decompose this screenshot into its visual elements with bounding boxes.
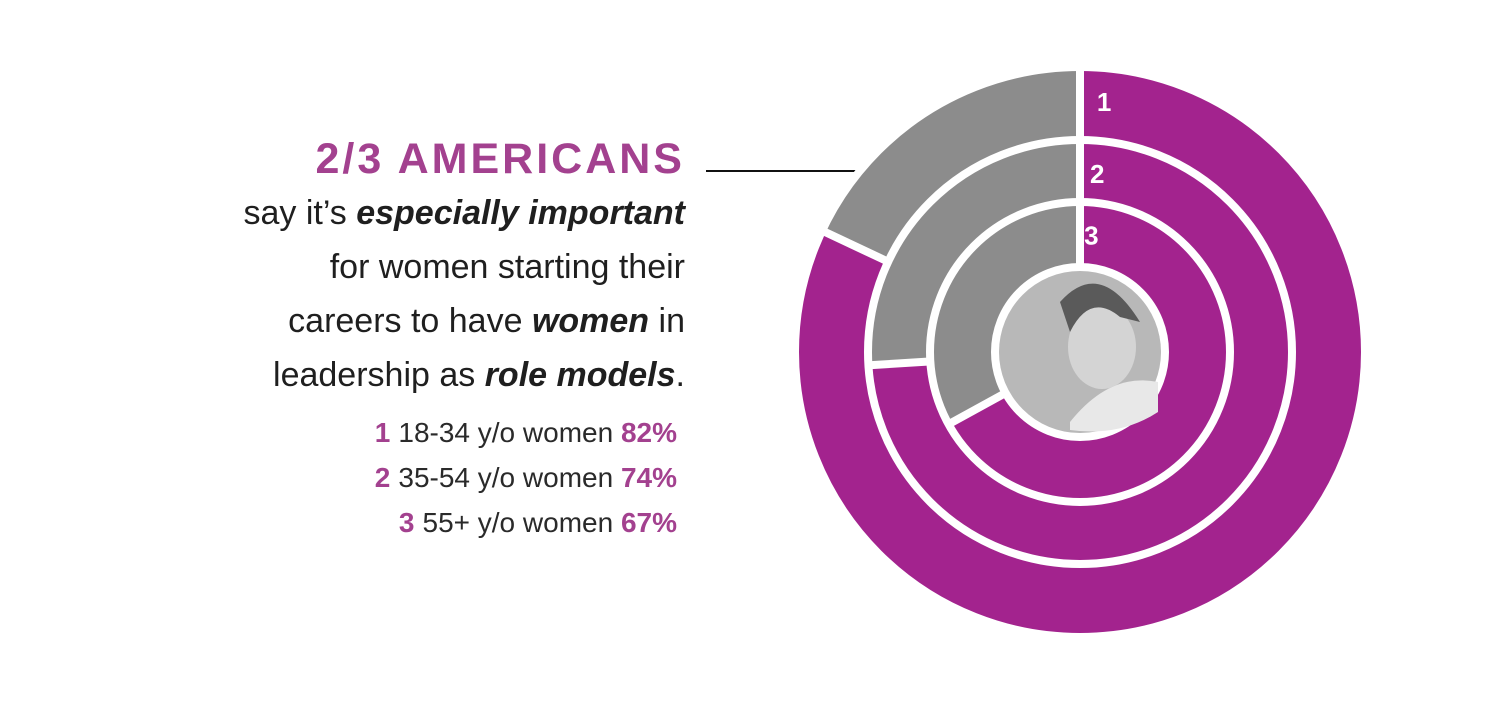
legend-row-3: 3 55+ y/o women 67% [177, 500, 677, 545]
legend-label: 18-34 y/o women [398, 417, 614, 448]
legend-percent: 74% [620, 462, 677, 493]
headline-text: say it’s [243, 194, 357, 232]
ring-1-separator [820, 227, 889, 265]
headline-title: 2/3 AMERICANS [315, 135, 685, 183]
center-photo-face [1068, 305, 1136, 389]
legend-row-1: 1 18-34 y/o women 82% [177, 410, 677, 455]
headline-line-1: say it’s especially important [65, 186, 685, 240]
headline-emphasis: role models [484, 356, 676, 394]
legend: 1 18-34 y/o women 82% 2 35-54 y/o women 74… [177, 410, 677, 545]
ring-gap [791, 63, 1369, 641]
headline-text: in [649, 302, 685, 340]
legend-percent: 67% [620, 507, 677, 538]
headline: 2/3 AMERICANS say it’s especially import… [65, 132, 685, 402]
ring-labels: 1 2 3 [1084, 87, 1111, 250]
legend-label: 55+ y/o women [422, 507, 614, 538]
legend-label: 35-54 y/o women [398, 462, 614, 493]
ring-1-remainder-arc [823, 68, 1080, 262]
ring-gap [864, 136, 1296, 568]
legend-percent: 82% [620, 417, 677, 448]
ring-gap [991, 263, 1169, 441]
headline-emphasis: especially important [356, 194, 685, 232]
legend-row-2: 2 35-54 y/o women 74% [177, 455, 677, 500]
ring-label-2: 2 [1090, 159, 1104, 189]
center-photo-figure [1070, 380, 1158, 432]
center-photo [999, 271, 1161, 433]
ring-label-1: 1 [1097, 87, 1111, 117]
ring-2-remainder-arc [867, 140, 1080, 366]
headline-line-2: for women starting their [329, 248, 685, 286]
rings [791, 63, 1369, 641]
headline-line-4: leadership as role models. [65, 348, 685, 402]
legend-number: 3 [398, 507, 415, 538]
center-photo-hair [1060, 283, 1140, 332]
ring-2-separator [867, 357, 930, 370]
ring-label-3: 3 [1084, 221, 1098, 251]
headline-line-3: careers to have women in [65, 294, 685, 348]
ring-3-value-arc [948, 202, 1230, 502]
legend-number: 2 [374, 462, 391, 493]
headline-emphasis: women [531, 302, 650, 340]
ring-gap [926, 198, 1234, 506]
legend-number: 1 [374, 417, 391, 448]
headline-text: . [675, 356, 685, 394]
headline-text: leadership as [273, 356, 485, 394]
headline-text: careers to have [288, 302, 532, 340]
ring-3-separator [945, 389, 1008, 429]
